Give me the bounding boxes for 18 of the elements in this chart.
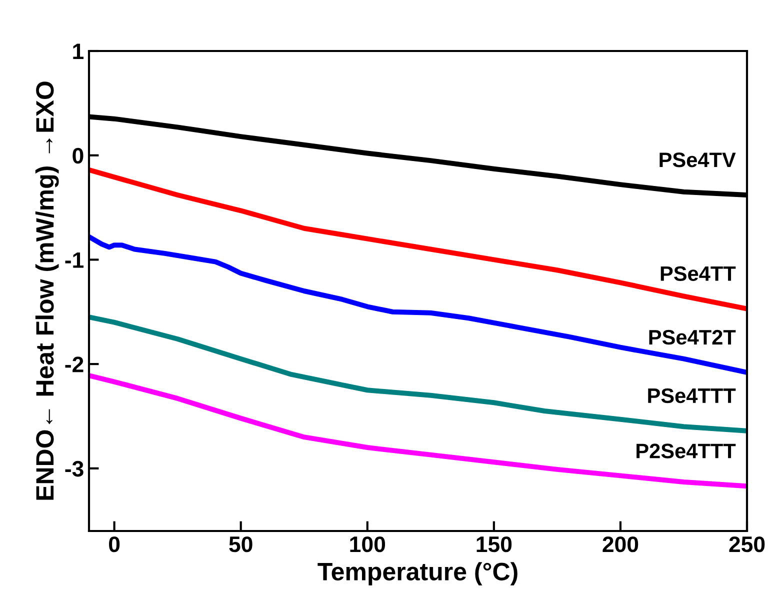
y-axis-title: ENDO← Heat Flow (mW/mg) →EXO [35, 82, 59, 500]
x-tick-label: 0 [109, 536, 120, 552]
y-tick-label: -1 [65, 252, 84, 268]
y-tick-label: 0 [72, 148, 84, 164]
x-tick-label: 100 [350, 536, 386, 552]
x-tick-label: 50 [229, 536, 252, 552]
x-axis-title: Temperature (°C) [318, 562, 518, 586]
series-label: P2Se4TTT [636, 444, 736, 458]
x-tick-label: 200 [602, 536, 638, 552]
series-label: PSe4TTT [648, 388, 736, 404]
x-tick-label: 250 [729, 536, 765, 552]
series-label: PSe4TT [660, 266, 736, 281]
y-tick-label: -2 [65, 356, 84, 372]
series-label: PSe4TV [660, 152, 736, 168]
x-tick-label: 150 [476, 536, 512, 552]
y-tick-label: 1 [73, 44, 84, 60]
y-tick-label: -3 [65, 460, 84, 477]
series-label: PSe4T2T [649, 330, 736, 345]
